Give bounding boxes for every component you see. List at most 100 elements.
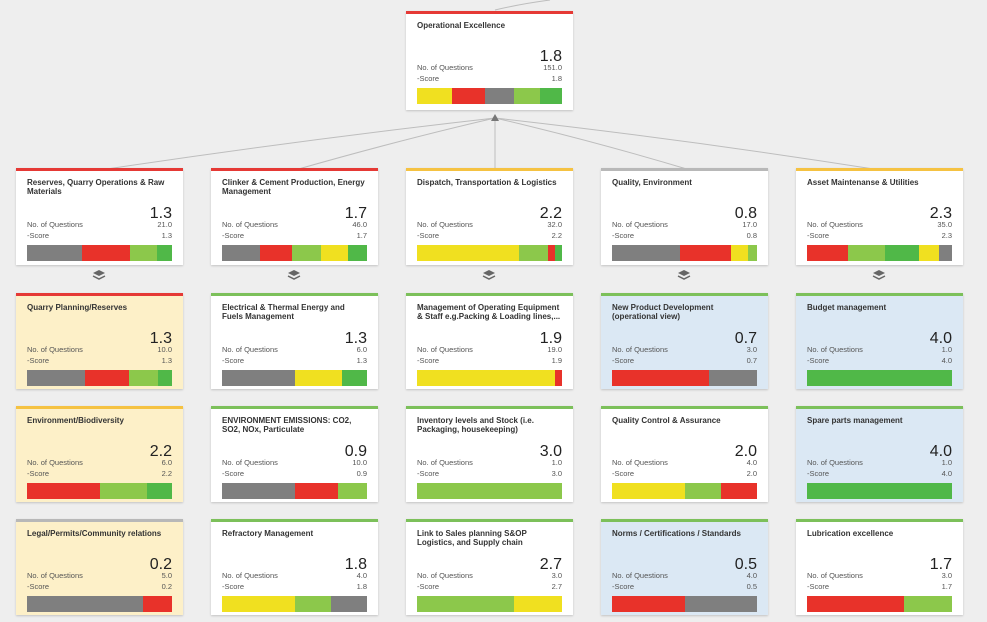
bar-segment-green (157, 245, 172, 261)
questions-value: 3.0 (941, 571, 952, 580)
bar-segment-green (147, 483, 172, 499)
bar-segment-gray (27, 245, 83, 261)
bar-segment-lightgreen (748, 245, 757, 261)
category-card[interactable]: Quality, Environment 0.8 No. of Questions 1… (601, 168, 768, 265)
category-card[interactable]: Reserves, Quarry Operations & Raw Materi… (16, 168, 183, 265)
arrow-up-icon[interactable] (491, 114, 499, 121)
bar-segment-yellow (294, 370, 343, 386)
status-accent-bar (406, 406, 573, 409)
score-distribution-bar (222, 370, 367, 386)
score-label: -Score (612, 356, 635, 365)
bar-segment-red (259, 245, 292, 261)
card-score: 2.7 (539, 556, 562, 573)
card-score: 1.8 (344, 556, 367, 573)
bar-segment-gray (709, 370, 757, 386)
questions-label: No. of Questions (807, 571, 863, 580)
subcategory-card[interactable]: Norms / Certifications / Standards 0.5 No.… (601, 519, 768, 615)
category-card[interactable]: Clinker & Cement Production, Energy Mana… (211, 168, 378, 265)
questions-row: No. of Questions 1.0 (807, 345, 952, 354)
category-card[interactable]: Asset Maintenanse & Utilities 2.3 No. of Q… (796, 168, 963, 265)
root-card-operational-excellence[interactable]: Operational Excellence 1.8 No. of Question… (406, 11, 573, 110)
bar-segment-yellow (222, 596, 295, 612)
score-distribution-bar (222, 245, 367, 261)
status-accent-bar (796, 519, 963, 522)
questions-row: No. of Questions 19.0 (417, 345, 562, 354)
subcategory-card[interactable]: New Product Development (operational vie… (601, 293, 768, 389)
score-label: -Score (807, 469, 830, 478)
subcategory-card[interactable]: Legal/Permits/Community relations 0.2 No. … (16, 519, 183, 615)
score-value: 4.0 (941, 356, 952, 365)
layers-icon[interactable] (872, 269, 886, 281)
card-score: 0.8 (734, 205, 757, 222)
status-accent-bar (211, 519, 378, 522)
subcategory-card[interactable]: Management of Operating Equipment & Staf… (406, 293, 573, 389)
layers-icon[interactable] (677, 269, 691, 281)
questions-row: No. of Questions 46.0 (222, 220, 367, 229)
questions-value: 4.0 (746, 571, 757, 580)
score-row: -Score 0.9 (222, 469, 367, 478)
subcategory-card[interactable]: Spare parts management 4.0 No. of Question… (796, 406, 963, 502)
score-distribution-bar (612, 596, 757, 612)
bar-segment-yellow (320, 245, 349, 261)
score-value: 0.2 (161, 582, 172, 591)
questions-label: No. of Questions (222, 220, 278, 229)
questions-value: 1.0 (941, 458, 952, 467)
questions-row: No. of Questions 151.0 (417, 63, 562, 72)
bar-segment-gray (330, 596, 367, 612)
category-card[interactable]: Dispatch, Transportation & Logistics 2.2 N… (406, 168, 573, 265)
status-accent-bar (601, 519, 768, 522)
score-value: 0.9 (356, 469, 367, 478)
subcategory-card[interactable]: Budget management 4.0 No. of Questions 1.0 -… (796, 293, 963, 389)
score-value: 1.7 (356, 231, 367, 240)
card-score: 1.3 (344, 330, 367, 347)
subcategory-card[interactable]: Link to Sales planning S&OP Logistics, a… (406, 519, 573, 615)
card-score: 4.0 (929, 330, 952, 347)
subcategory-card[interactable]: Electrical & Thermal Energy and Fuels Ma… (211, 293, 378, 389)
bar-segment-red (451, 88, 486, 104)
score-row: -Score 1.8 (417, 74, 562, 83)
layers-icon[interactable] (482, 269, 496, 281)
card-title: Norms / Certifications / Standards (612, 529, 741, 538)
score-row: -Score 0.5 (612, 582, 757, 591)
bar-segment-red (82, 245, 130, 261)
bar-segment-yellow (514, 596, 562, 612)
subcategory-card[interactable]: Refractory Management 1.8 No. of Questions… (211, 519, 378, 615)
bar-segment-gray (485, 88, 515, 104)
card-score: 2.2 (149, 443, 172, 460)
bar-segment-red (27, 483, 100, 499)
score-value: 2.3 (941, 231, 952, 240)
questions-label: No. of Questions (807, 220, 863, 229)
score-label: -Score (417, 469, 440, 478)
bar-segment-lightgreen (684, 483, 721, 499)
subcategory-card[interactable]: Environment/Biodiversity 2.2 No. of Questi… (16, 406, 183, 502)
card-title: Link to Sales planning S&OP Logistics, a… (417, 529, 527, 547)
card-title: Dispatch, Transportation & Logistics (417, 178, 557, 187)
card-title: Lubrication excellence (807, 529, 894, 538)
bar-segment-lightgreen (417, 596, 515, 612)
status-accent-bar (601, 293, 768, 296)
bar-segment-gray (612, 245, 681, 261)
subcategory-card[interactable]: Quality Control & Assurance 2.0 No. of Que… (601, 406, 768, 502)
status-accent-bar (16, 293, 183, 296)
status-accent-bar (16, 168, 183, 171)
bar-segment-yellow (417, 245, 519, 261)
card-score: 1.3 (149, 205, 172, 222)
score-value: 2.0 (746, 469, 757, 478)
subcategory-card[interactable]: Quarry Planning/Reserves 1.3 No. of Questi… (16, 293, 183, 389)
questions-value: 3.0 (551, 571, 562, 580)
card-title: ENVIRONMENT EMISSIONS: CO2, SO2, NOx, Pa… (222, 416, 352, 434)
card-score: 1.3 (149, 330, 172, 347)
layers-icon[interactable] (287, 269, 301, 281)
score-row: -Score 1.3 (27, 356, 172, 365)
score-row: -Score 1.3 (27, 231, 172, 240)
subcategory-card[interactable]: ENVIRONMENT EMISSIONS: CO2, SO2, NOx, Pa… (211, 406, 378, 502)
bar-segment-green (157, 370, 172, 386)
score-row: -Score 3.0 (417, 469, 562, 478)
card-title: Reserves, Quarry Operations & Raw Materi… (27, 178, 165, 196)
layers-icon[interactable] (92, 269, 106, 281)
questions-value: 17.0 (742, 220, 757, 229)
subcategory-card[interactable]: Lubrication excellence 1.7 No. of Question… (796, 519, 963, 615)
bar-segment-red (807, 245, 848, 261)
connector-col-4 (494, 117, 691, 171)
subcategory-card[interactable]: Inventory levels and Stock (i.e. Packagi… (406, 406, 573, 502)
